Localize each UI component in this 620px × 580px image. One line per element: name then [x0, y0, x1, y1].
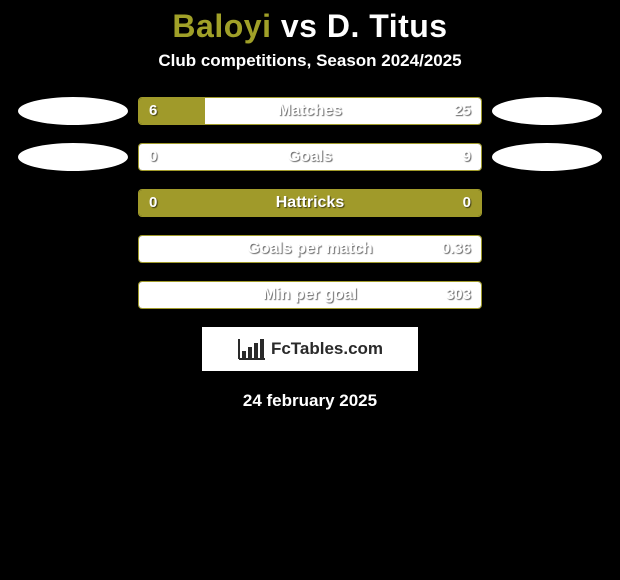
stat-value-player2: 0.36	[442, 236, 471, 262]
stat-label: Goals per match	[139, 236, 481, 262]
stat-bar: 0Hattricks0	[138, 189, 482, 217]
stat-label: Min per goal	[139, 282, 481, 308]
avatar-spacer	[492, 189, 602, 217]
stat-row: Goals per match0.36	[0, 235, 620, 263]
player2-avatar	[492, 97, 602, 125]
vs-label: vs	[281, 8, 318, 44]
stat-value-player2: 9	[463, 144, 471, 170]
stat-label: Matches	[139, 98, 481, 124]
avatar-spacer	[18, 235, 128, 263]
barchart-icon	[237, 337, 267, 361]
comparison-widget: Baloyi vs D. Titus Club competitions, Se…	[0, 0, 620, 411]
stat-row: 0Goals9	[0, 143, 620, 171]
avatar-spacer	[18, 281, 128, 309]
player1-avatar	[18, 143, 128, 171]
title: Baloyi vs D. Titus	[0, 4, 620, 51]
player2-avatar	[492, 143, 602, 171]
avatar-spacer	[492, 235, 602, 263]
stats-list: 6Matches250Goals90Hattricks0Goals per ma…	[0, 97, 620, 309]
avatar-spacer	[18, 189, 128, 217]
stat-row: 0Hattricks0	[0, 189, 620, 217]
stat-bar: Goals per match0.36	[138, 235, 482, 263]
stat-label: Hattricks	[139, 190, 481, 216]
stat-row: Min per goal303	[0, 281, 620, 309]
stat-bar: 0Goals9	[138, 143, 482, 171]
logo-box: FcTables.com	[202, 327, 418, 371]
avatar-spacer	[492, 281, 602, 309]
player1-avatar	[18, 97, 128, 125]
stat-bar: 6Matches25	[138, 97, 482, 125]
stat-value-player2: 303	[446, 282, 471, 308]
player2-name: D. Titus	[327, 8, 448, 44]
stat-label: Goals	[139, 144, 481, 170]
subtitle: Club competitions, Season 2024/2025	[0, 51, 620, 97]
stat-bar: Min per goal303	[138, 281, 482, 309]
stat-value-player2: 25	[454, 98, 471, 124]
date: 24 february 2025	[0, 371, 620, 411]
player1-name: Baloyi	[172, 8, 271, 44]
logo-text: FcTables.com	[271, 339, 383, 359]
stat-row: 6Matches25	[0, 97, 620, 125]
stat-value-player2: 0	[463, 190, 471, 216]
